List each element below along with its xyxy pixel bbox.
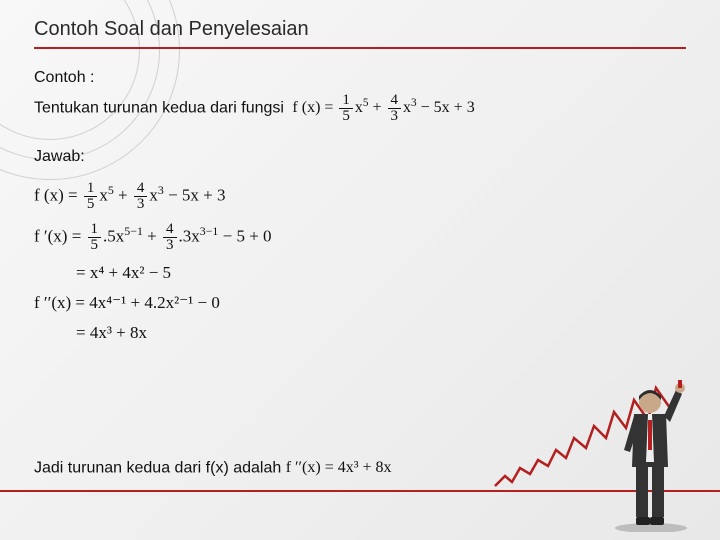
businessman-icon: [606, 372, 692, 532]
example-label: Contoh :: [34, 67, 686, 89]
problem-text: Tentukan turunan kedua dari fungsi: [34, 100, 284, 117]
problem-statement: Tentukan turunan kedua dari fungsi f (x)…: [34, 93, 686, 124]
equation-final: = 4x³ + 8x: [34, 323, 686, 343]
equation-simplified-1: = x⁴ + 4x² − 5: [34, 263, 686, 283]
answer-label: Jawab:: [34, 146, 686, 168]
equation-fdoubleprime: f ′′(x) = 4x⁴⁻¹ + 4.2x²⁻¹ − 0: [34, 293, 686, 313]
equation-fx: f (x) = 15x5 + 43x3 − 5x + 3: [34, 181, 686, 212]
conclusion-equation: f ′′(x) = 4x³ + 8x: [286, 457, 392, 479]
slide-title: Contoh Soal dan Penyelesaian: [34, 18, 686, 49]
given-function: f (x) = 15x5 + 43x3 − 5x + 3: [288, 93, 474, 124]
conclusion: Jadi turunan kedua dari f(x) adalah f ′′…: [34, 457, 392, 480]
equation-fprime: f ′(x) = 15.5x5−1 + 43.3x3−1 − 5 + 0: [34, 222, 686, 253]
conclusion-text: Jadi turunan kedua dari f(x) adalah: [34, 460, 281, 477]
